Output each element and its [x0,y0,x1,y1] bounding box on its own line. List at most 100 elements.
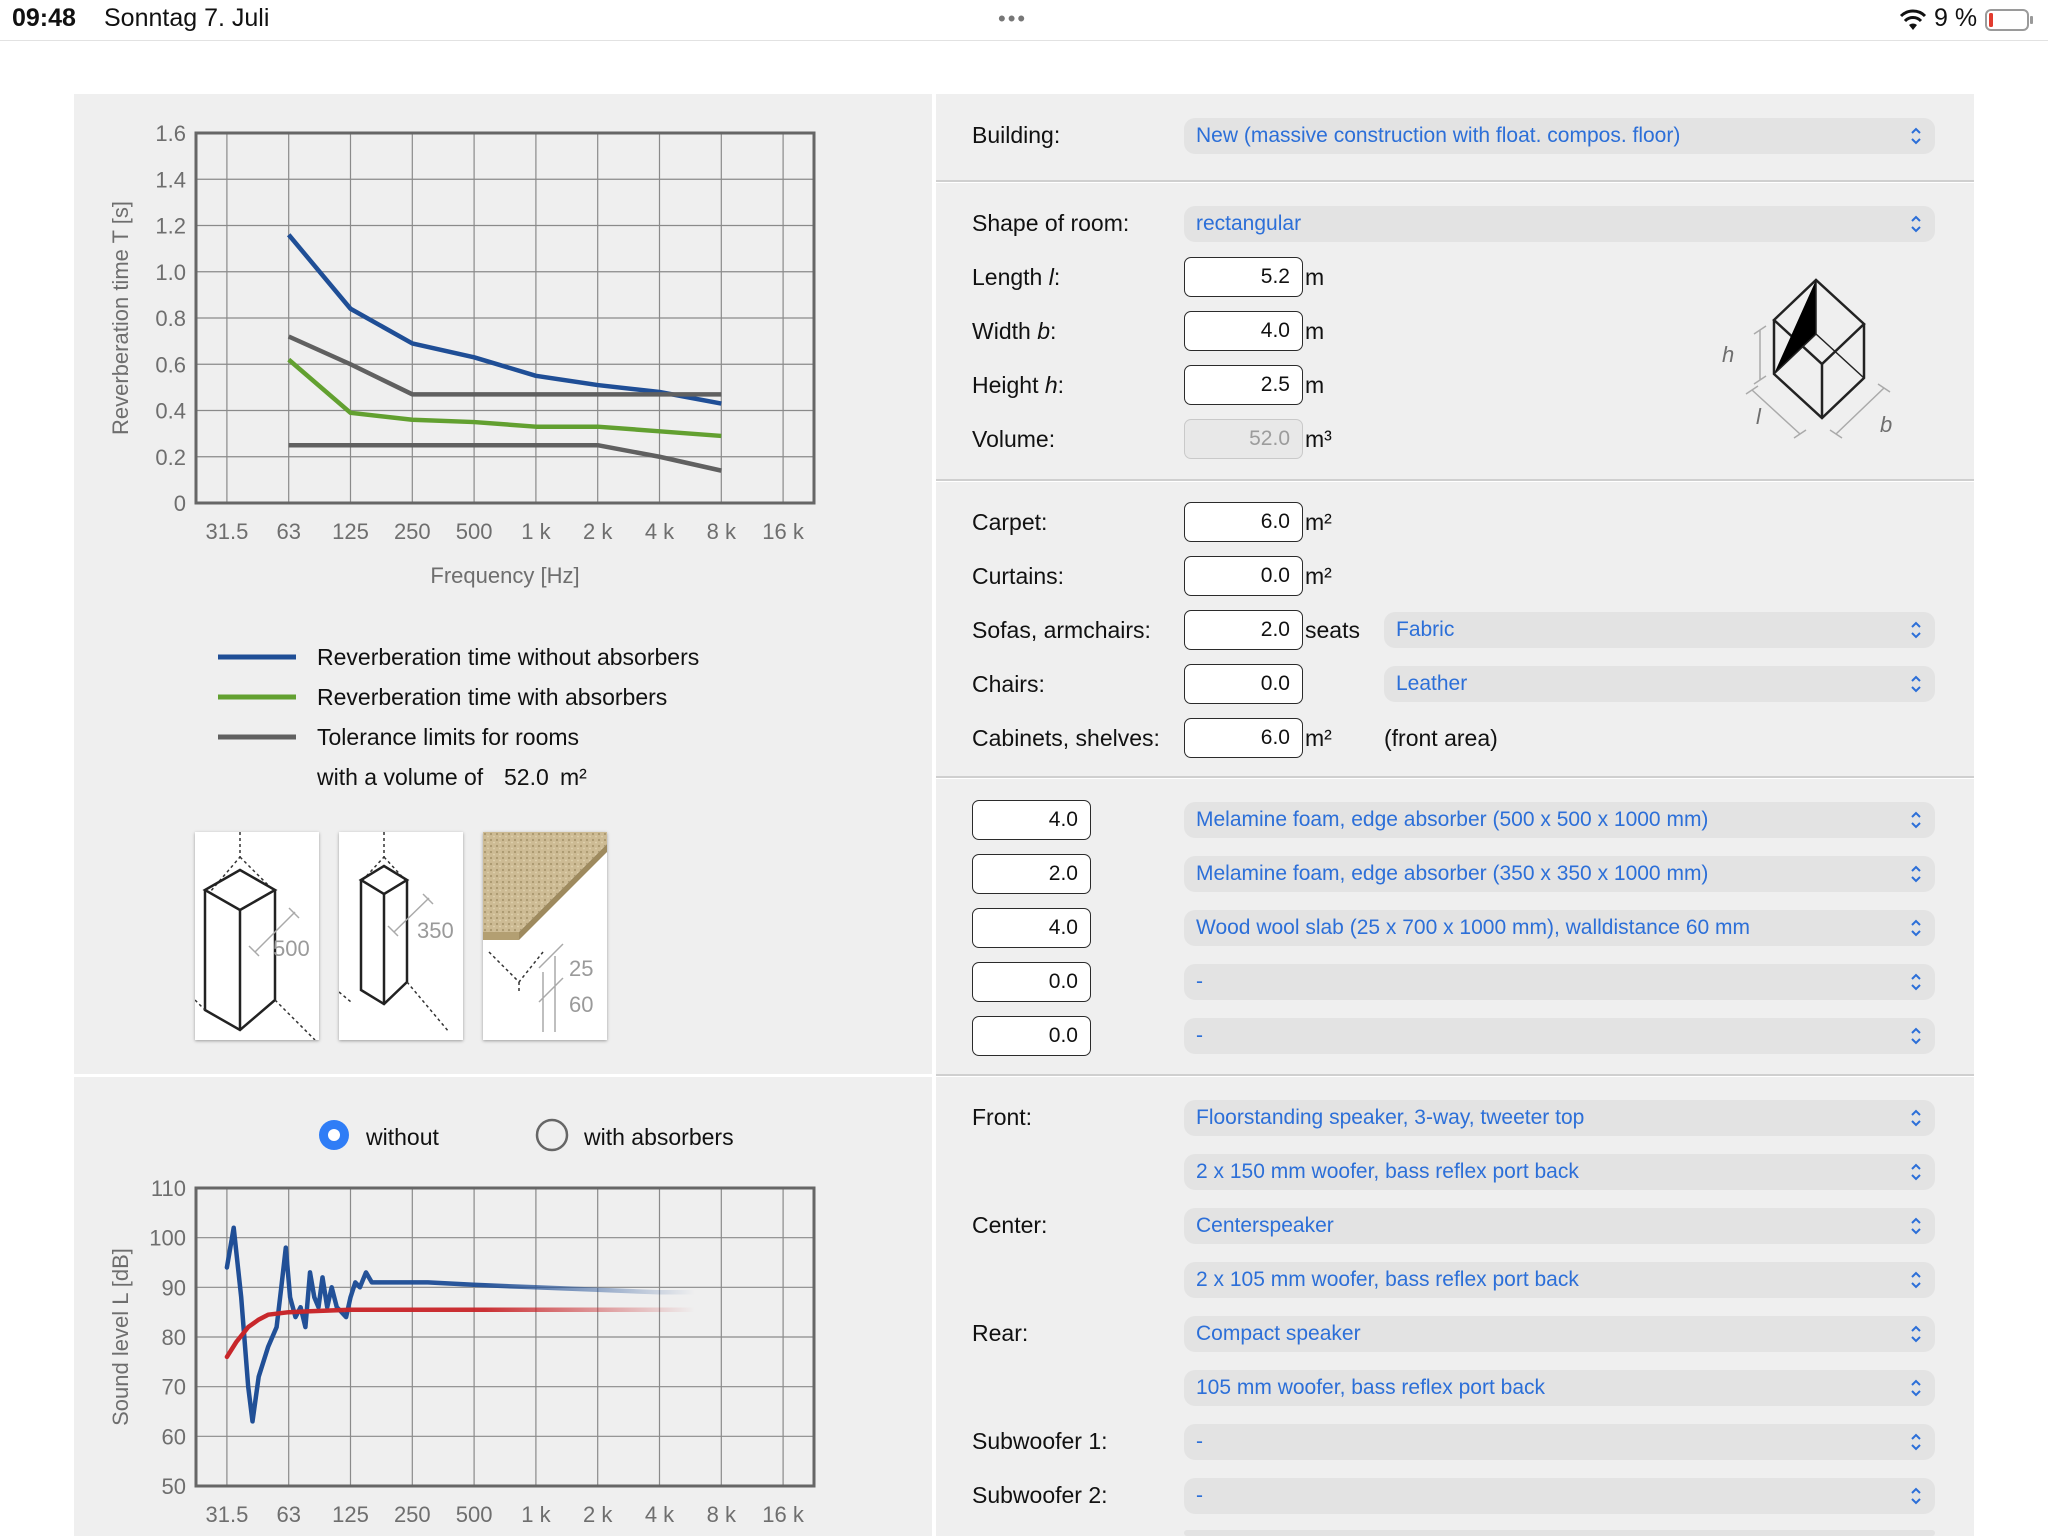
building-select[interactable]: New (massive construction with float. co… [1184,118,1935,154]
absorber-type-select-2[interactable]: Melamine foam, edge absorber (350 x 350 … [1184,856,1935,892]
width-var: b [1037,318,1050,344]
rear-type-select[interactable]: Compact speaker [1184,1316,1935,1352]
updown-chevron-icon [1911,973,1921,991]
subwoofer2-value: - [1196,1484,1203,1507]
absorber-qty-4[interactable] [972,962,1091,1002]
y-tick-label: 0 [174,491,186,516]
chairs-input[interactable] [1184,664,1303,704]
shape-label: Shape of room: [972,210,1130,236]
radio-with-absorbers-label[interactable]: with absorbers [584,1124,734,1150]
y-tick-label: 0.6 [155,352,186,377]
y-tick-label: 100 [149,1226,186,1251]
series-line-with-absorbers [224,1307,698,1360]
carpet-input[interactable] [1184,502,1303,542]
absorber-thumb-woodwool[interactable]: 25 60 [483,832,607,1040]
updown-chevron-icon [1911,1027,1921,1045]
rear-type-value: Compact speaker [1196,1322,1361,1345]
legend-volume-unit: m² [560,764,587,790]
x-tick-label: 1 k [521,1502,551,1527]
sofas-material-select[interactable]: Fabric [1384,612,1935,648]
shape-select[interactable]: rectangular [1184,206,1935,242]
absorber-qty-5[interactable] [972,1016,1091,1056]
legend-swatches [218,654,296,740]
x-tick-label: 63 [276,519,300,544]
length-input[interactable] [1184,257,1303,297]
front-type-select[interactable]: Floorstanding speaker, 3-way, tweeter to… [1184,1100,1935,1136]
separator [936,180,1974,182]
chairs-material-select[interactable]: Leather [1384,666,1935,702]
height-input[interactable] [1184,365,1303,405]
height-unit: m [1305,372,1325,398]
radio-without-label[interactable]: without [366,1124,439,1150]
absorber-type-select-5[interactable]: - [1184,1018,1935,1054]
x-tick-label: 8 k [707,1502,737,1527]
absorber-qty-3[interactable] [972,908,1091,948]
rear-woofer-value: 105 mm woofer, bass reflex port back [1196,1376,1545,1399]
length-label: Length l: [972,264,1061,290]
diagram-b-label: b [1880,412,1892,437]
center-woofer-value: 2 x 105 mm woofer, bass reflex port back [1196,1268,1579,1291]
absorber-qty-1[interactable] [972,800,1091,840]
diagram-h-label: h [1722,342,1734,367]
thumb-500-label: 500 [273,936,310,961]
y-tick-label: 60 [162,1424,186,1449]
x-tick-label: 16 k [762,1502,805,1527]
cabinets-input[interactable] [1184,718,1303,758]
center-label: Center: [972,1212,1048,1238]
building-label: Building: [972,122,1061,148]
center-type-value: Centerspeaker [1196,1214,1334,1237]
x-tick-label: 16 k [762,519,805,544]
y-tick-label: 80 [162,1325,186,1350]
absorber-type-value-3: Wood wool slab (25 x 700 x 1000 mm), wal… [1196,916,1751,939]
updown-chevron-icon [1911,1433,1921,1451]
wood-wool-slab-icon [483,832,607,1032]
absorber-type-select-3[interactable]: Wood wool slab (25 x 700 x 1000 mm), wal… [1184,910,1935,946]
updown-chevron-icon [1911,1487,1921,1505]
sofas-input[interactable] [1184,610,1303,650]
absorber-thumb-500[interactable]: 500 [194,832,319,1041]
width-label: Width b: [972,318,1057,344]
sofas-unit: seats [1305,617,1360,643]
x-tick-label: 125 [332,1502,369,1527]
chart-grid [196,1187,814,1487]
plot-frame [194,131,816,505]
edge-absorber-350-icon [338,832,450,1033]
radio-with-absorbers[interactable] [535,1118,569,1152]
status-date: Sonntag 7. Juli [104,4,270,32]
width-input[interactable] [1184,311,1303,351]
y-axis-label: Reverberation time T [s] [108,201,133,435]
series-line-1 [286,233,722,406]
radio-without[interactable] [317,1118,351,1152]
cabinets-label: Cabinets, shelves: [972,725,1160,751]
center-woofer-select[interactable]: 2 x 105 mm woofer, bass reflex port back [1184,1262,1935,1298]
curtains-input[interactable] [1184,556,1303,596]
room-dimensions-icon: h l b [1722,278,1892,439]
chart-grid [196,132,814,504]
absorber-type-select-1[interactable]: Melamine foam, edge absorber (500 x 500 … [1184,802,1935,838]
absorber-type-select-4[interactable]: - [1184,964,1935,1000]
legend-tolerance: Tolerance limits for rooms [317,724,580,750]
absorber-qty-2[interactable] [972,854,1091,894]
center-type-select[interactable]: Centerspeaker [1184,1208,1935,1244]
thumb-350-label: 350 [417,918,454,943]
x-tick-label: 2 k [583,519,613,544]
rear-woofer-select[interactable]: 105 mm woofer, bass reflex port back [1184,1370,1935,1406]
absorber-thumb-350[interactable]: 350 [338,832,463,1040]
updown-chevron-icon [1911,1109,1921,1127]
subwoofer1-select[interactable]: - [1184,1424,1935,1460]
y-tick-label: 50 [162,1474,186,1499]
carpet-label: Carpet: [972,509,1048,535]
updown-chevron-icon [1911,675,1921,693]
front-type-value: Floorstanding speaker, 3-way, tweeter to… [1196,1106,1585,1129]
length-var: l [1048,264,1054,290]
front-woofer-select[interactable]: 2 x 150 mm woofer, bass reflex port back [1184,1154,1935,1190]
absorber-type-value-1: Melamine foam, edge absorber (500 x 500 … [1196,808,1709,831]
battery-percent: 9 % [1934,4,1978,32]
thumb-woodwool-distance: 60 [569,992,594,1017]
multitask-dots-icon[interactable]: ••• [998,6,1028,31]
partial-select[interactable] [1184,1530,1935,1536]
subwoofer2-select[interactable]: - [1184,1478,1935,1514]
y-tick-label: 0.8 [155,306,186,331]
x-tick-label: 8 k [707,519,737,544]
reverberation-chart: 0 0.2 0.4 0.6 0.8 1.0 1.2 1.4 1.6 31.5 63 125 250 500… [108,121,816,588]
